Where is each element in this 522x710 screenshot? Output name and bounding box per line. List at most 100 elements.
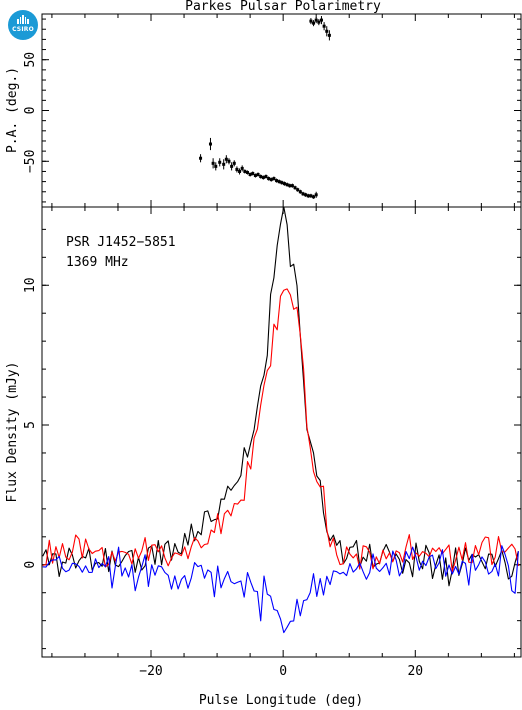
flux-series-line [42,206,519,587]
pa-marker [245,170,249,174]
pa-point [264,174,268,179]
pa-point [214,162,218,171]
pa-marker [235,167,239,171]
pa-marker [251,171,255,175]
pa-marker [314,193,318,197]
pa-point [314,17,318,24]
pa-axes-frame [41,13,522,208]
pa-point [306,193,310,198]
pa-marker [304,193,308,197]
x-tick-label: 20 [407,664,423,679]
pa-point [312,194,316,199]
pa-marker [317,20,321,24]
pa-point [235,166,239,173]
y-tick-label: 10 [23,277,38,293]
pa-marker [211,161,215,165]
pa-marker [256,172,260,176]
y-tick-label: −50 [23,150,38,173]
pa-point [199,154,203,163]
flux-axes-frame [41,206,522,658]
logo-text: CSIRO [12,26,34,33]
pa-marker [224,157,228,161]
pa-marker [222,162,226,166]
pa-marker [238,169,242,173]
pa-marker [272,177,276,181]
pa-marker [301,192,305,196]
pa-marker [296,188,300,192]
frequency-annotation: 1369 MHz [66,255,129,270]
pa-marker [267,177,271,181]
x-tick-label: 0 [279,664,287,679]
pa-point [288,183,292,188]
pa-point [243,169,247,174]
pa-marker [288,184,292,188]
pa-point [261,175,265,180]
pa-marker [293,186,297,190]
pa-point [245,170,249,175]
csiro-logo: CSIRO [8,10,38,40]
pa-marker [275,179,279,183]
pa-marker [253,174,257,178]
pa-point [218,158,222,167]
pa-marker [319,18,323,22]
pa-point [322,22,326,31]
y-tick-label: 5 [23,421,38,429]
pa-marker [309,19,313,23]
pa-point [211,158,215,169]
pa-marker [325,29,329,33]
pa-point [277,179,281,184]
pa-marker [208,142,212,146]
pa-marker [282,182,286,186]
pa-point [240,165,244,172]
pa-point [227,158,231,165]
y-tick-label: 0 [23,107,38,115]
flux-series-line [42,545,519,634]
pa-point [280,180,284,185]
pa-point [256,172,260,177]
pa-marker [218,160,222,164]
pa-point [208,137,212,151]
pa-marker [199,156,203,160]
pa-marker [227,159,231,163]
pa-marker [248,172,252,176]
pa-marker [312,195,316,199]
pa-marker [261,176,265,180]
pa-point [296,187,300,192]
pa-point [275,178,279,183]
pa-marker [280,181,284,185]
pa-point [232,160,236,167]
pa-point [314,191,318,198]
pa-point [222,159,226,170]
pa-point [224,155,228,164]
pa-point [325,26,329,37]
x-axis-label: Pulse Longitude (deg) [199,693,363,708]
pa-point [312,20,316,27]
pa-marker [243,169,247,173]
pa-point [272,176,276,181]
pa-marker [309,194,313,198]
pa-marker [290,184,294,188]
pa-marker [322,24,326,28]
pa-point [230,162,234,171]
pa-point [253,173,257,178]
pa-marker [232,161,236,165]
position-angle-panel: −50 0 50 P.A. (deg.) [5,13,522,208]
y-tick-label: 0 [23,561,38,569]
pa-marker [230,164,234,168]
pa-point [327,30,331,41]
pa-marker [314,18,318,22]
flux-density-panel: −20 0 20 0 5 10 PSR J1452−5851 1369 MHz Flux … [5,206,522,708]
pa-marker [298,190,302,194]
pa-point [309,193,313,198]
pa-point [293,185,297,190]
pa-point [259,174,263,179]
logo-bars-icon [17,15,29,24]
pa-point [309,18,313,25]
pa-marker [277,180,281,184]
flux-series [42,206,519,634]
flux-y-axis-label: Flux Density (mJy) [5,362,20,503]
pa-axis-ticks: −50 0 50 [23,14,521,207]
flux-series-line [42,288,519,573]
chart-title: Parkes Pulsar Polarimetry [185,0,381,14]
